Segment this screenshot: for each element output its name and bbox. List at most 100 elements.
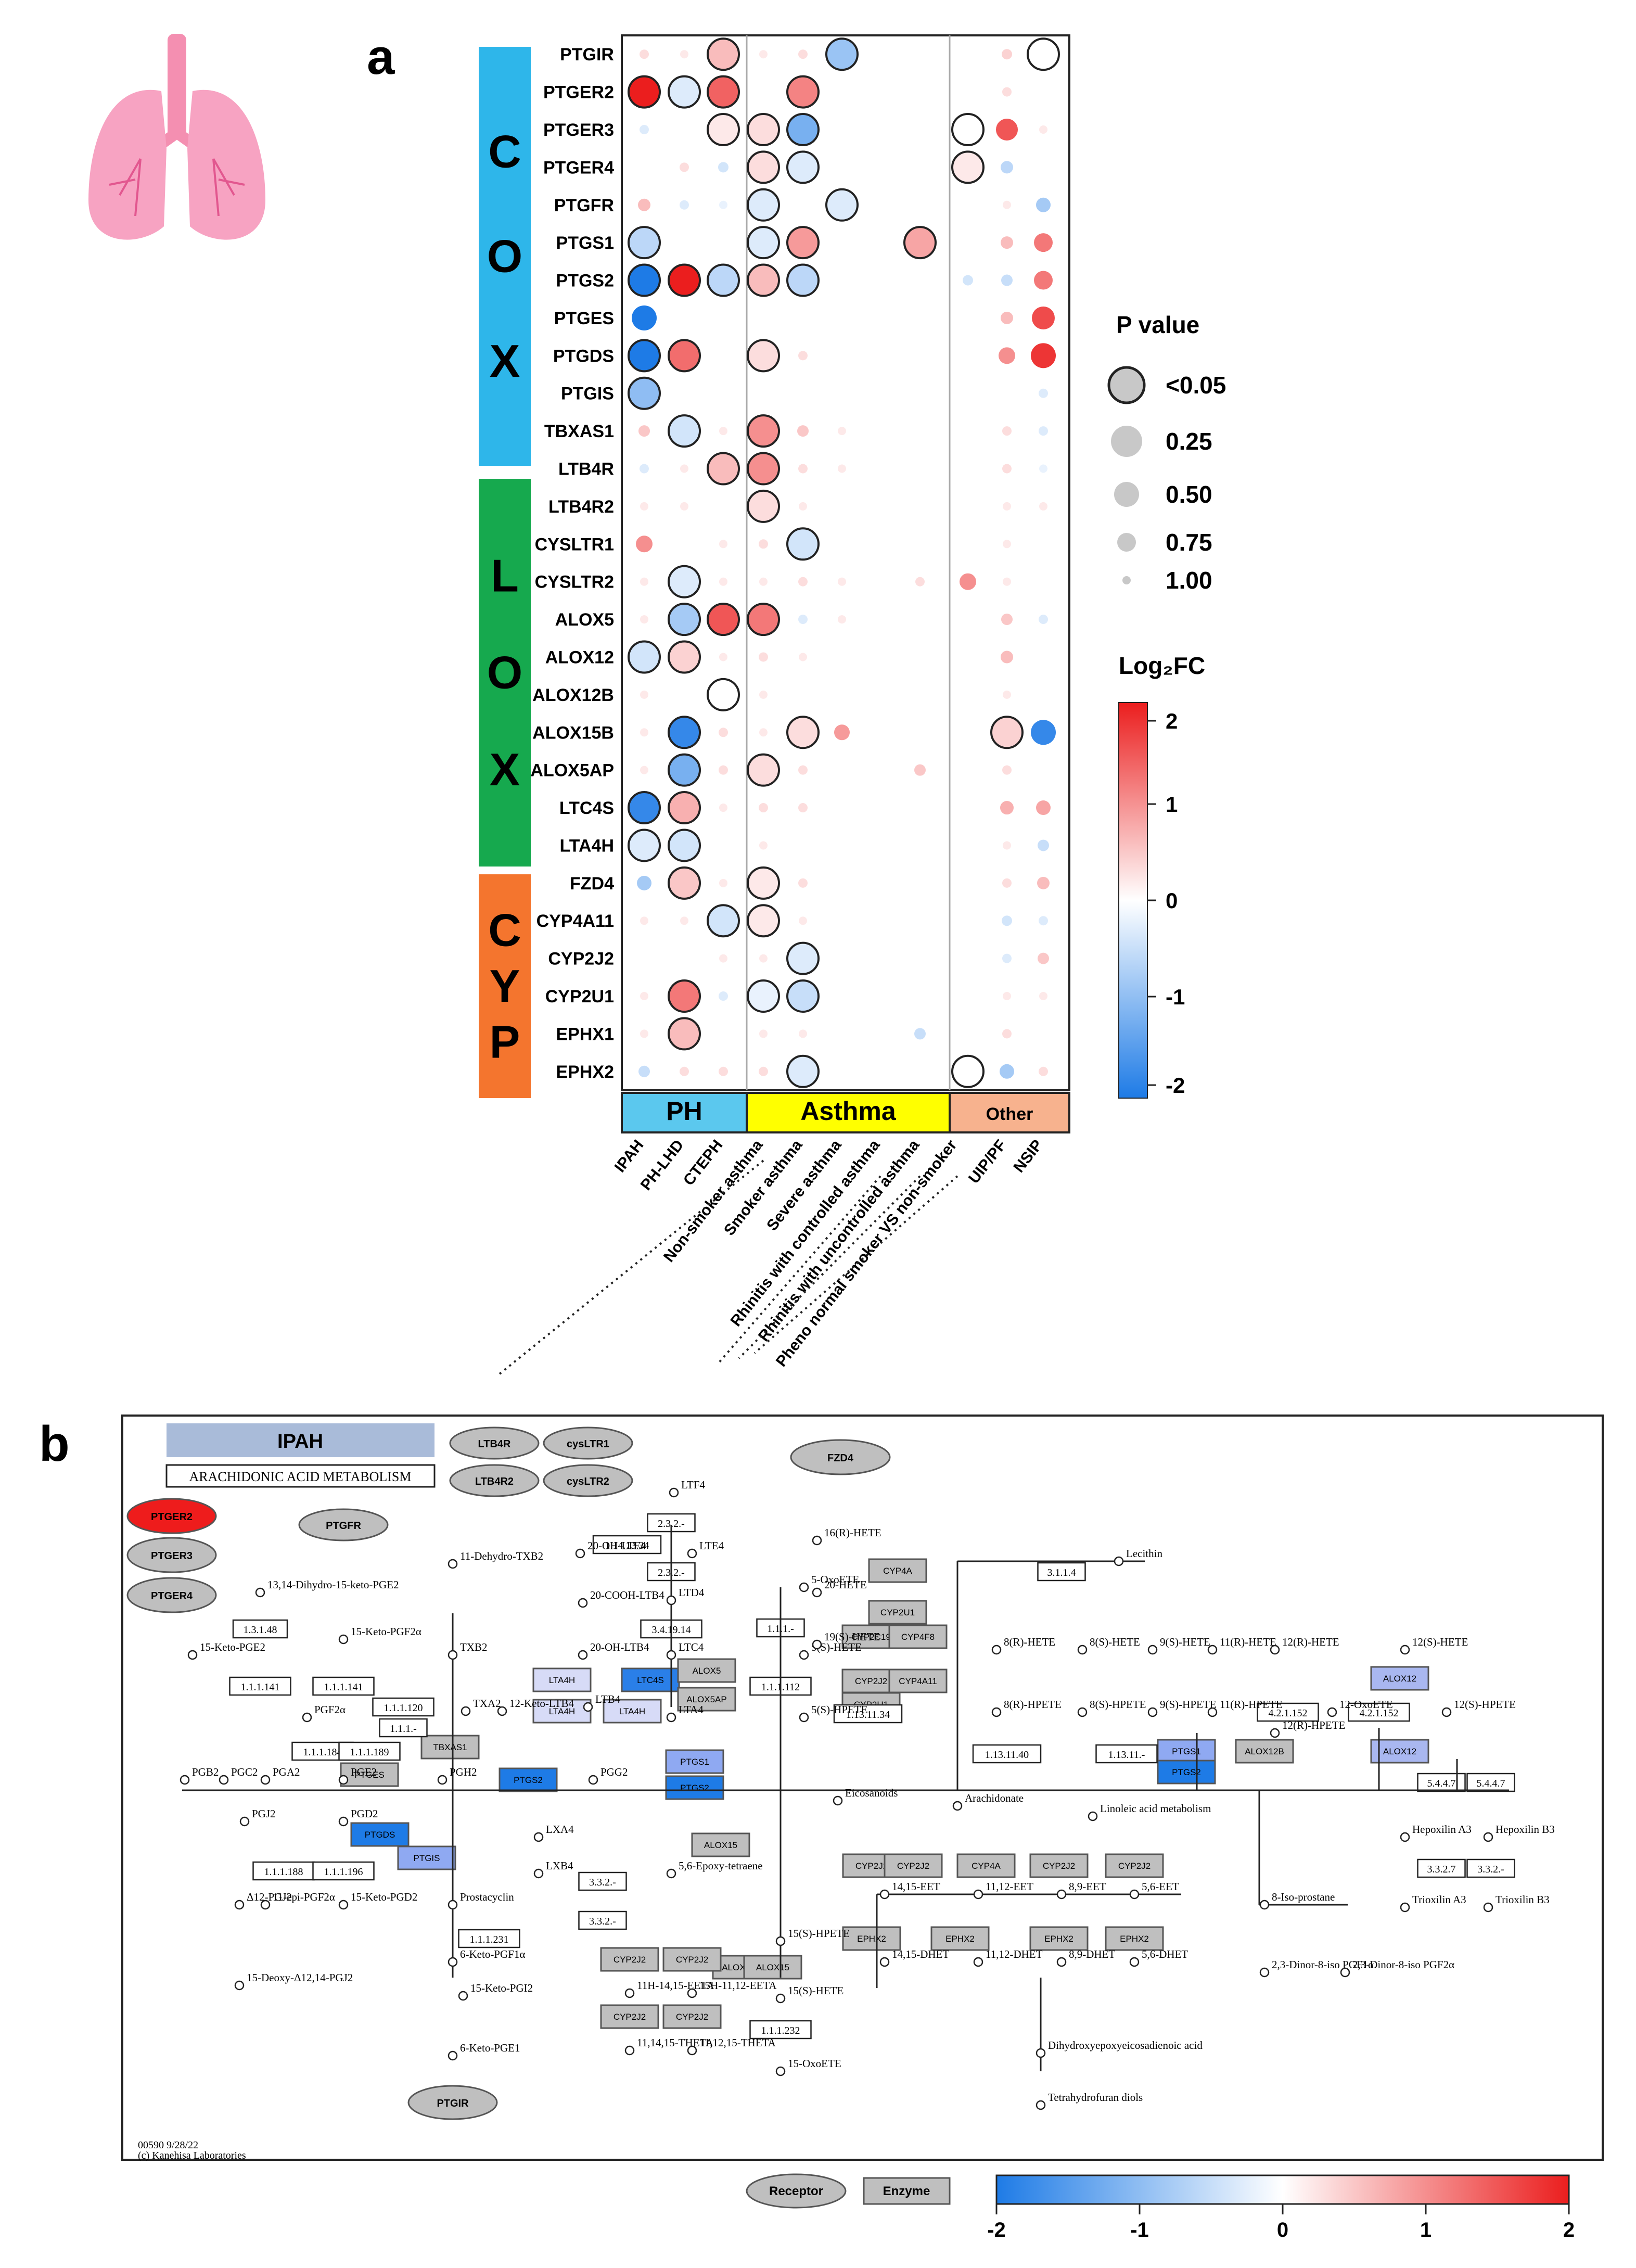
disease-group-box	[949, 1092, 1070, 1133]
ec-label: 3.3.2.7	[1427, 1864, 1456, 1875]
bubble	[877, 993, 884, 1000]
bubble	[965, 88, 971, 95]
compound-node	[624, 2045, 635, 2056]
enzyme-node	[1370, 1666, 1429, 1691]
ec-label: 4.2.1.152	[1269, 1708, 1308, 1719]
ec-box	[1095, 1744, 1158, 1764]
compound-label: Prostacyclin	[460, 1891, 514, 1903]
bubble	[965, 390, 971, 397]
bubble	[800, 691, 806, 698]
bubble	[628, 376, 661, 410]
compound-node	[952, 1801, 963, 1811]
bubble	[917, 126, 923, 133]
enzyme-node	[600, 2004, 659, 2029]
legend-tick-label: 0	[1277, 2219, 1288, 2241]
compound-node	[533, 1832, 544, 1842]
compound-label: Eicosanoids	[845, 1787, 898, 1799]
enzyme-label: CYP4A	[883, 1566, 912, 1576]
compound-label: 6-Keto-PGE1	[460, 2042, 520, 2054]
compound-label: 14,15-DHET	[892, 1948, 949, 1960]
bubble	[720, 1030, 726, 1037]
bubble	[1001, 236, 1013, 249]
bubble	[965, 918, 971, 924]
bubble	[759, 539, 768, 549]
bubble	[996, 118, 1018, 141]
compound-label: LTB4	[595, 1693, 621, 1705]
bubble	[839, 691, 845, 698]
ec-box	[1466, 1773, 1515, 1792]
enzyme-label: CYP2J2	[855, 1861, 888, 1871]
bubble	[1039, 388, 1048, 398]
bubble	[1040, 164, 1046, 171]
bubble	[965, 352, 971, 359]
compound-node	[578, 1598, 588, 1608]
bubble	[839, 955, 845, 962]
compound-label: 12(R)-HETE	[1282, 1636, 1339, 1648]
compound-node	[1056, 1889, 1067, 1900]
ec-box	[1348, 1702, 1410, 1722]
ec-label: 1.1.1.120	[384, 1702, 423, 1714]
compound-label: 8(R)-HETE	[1004, 1636, 1055, 1648]
compound-node	[687, 1988, 697, 1998]
ec-box	[338, 1741, 401, 1761]
enzyme-node	[884, 1853, 943, 1878]
compound-label: LXA4	[546, 1823, 574, 1836]
bubble	[759, 728, 768, 737]
bubble	[903, 226, 937, 260]
enzyme-label: CYP2U1	[880, 1608, 915, 1617]
disease-group-box	[746, 1092, 951, 1133]
compound-node	[448, 2050, 458, 2061]
compound-label: 5,6-DHET	[1142, 1948, 1188, 1960]
compound-label: 15-OxoETE	[788, 2057, 841, 2070]
compound-node	[1114, 1556, 1124, 1566]
ipah-label: IPAH	[277, 1431, 323, 1452]
compound-node	[991, 1707, 1002, 1717]
bubble	[1034, 233, 1053, 252]
receptor-node	[543, 1464, 633, 1497]
compound-node	[583, 1702, 593, 1712]
bubble	[1003, 200, 1011, 209]
bubble	[798, 765, 808, 775]
bubble	[640, 728, 648, 737]
gene-label: LTB4R	[558, 460, 614, 479]
compound-node	[1056, 1957, 1067, 1967]
compound-node	[624, 1988, 635, 1998]
compound-node	[973, 1889, 983, 1900]
bubble	[917, 164, 923, 171]
bubble	[759, 803, 768, 813]
bubble	[1039, 502, 1047, 511]
receptor-node	[126, 1577, 217, 1613]
compound-node	[260, 1900, 271, 1910]
bubble	[917, 465, 923, 472]
colorbar	[1118, 702, 1148, 1099]
bubble	[839, 239, 845, 246]
bubble	[668, 339, 701, 373]
receptor-label: PTGIR	[437, 2098, 469, 2109]
bubble	[719, 577, 727, 586]
enzyme-node	[499, 1767, 558, 1792]
bubble	[719, 427, 727, 436]
bubble	[668, 565, 701, 598]
gene-label: ALOX12	[545, 647, 614, 667]
enzyme-node	[350, 1822, 410, 1847]
bubble	[786, 150, 820, 184]
bubble	[640, 766, 648, 774]
bubble	[877, 805, 884, 811]
compound-node	[879, 1957, 890, 1967]
compound-label: 11,12,15-THETA	[699, 2036, 776, 2049]
ec-label: 5.4.4.7	[1427, 1778, 1456, 1789]
bubble	[640, 992, 648, 1001]
pvalue-legend-label: <0.05	[1166, 372, 1226, 399]
ec-label: 2.3.2.-	[658, 1518, 685, 1530]
bubble	[798, 878, 808, 888]
receptor-node	[407, 2085, 498, 2120]
bubble	[965, 805, 971, 811]
pathway-title-box	[165, 1464, 436, 1488]
bubble	[839, 352, 845, 359]
compound-label: 8-Iso-prostane	[1272, 1891, 1335, 1903]
bubble	[839, 767, 845, 773]
bubble	[839, 1030, 845, 1037]
gene-family-letter: O	[487, 647, 522, 698]
gene-family-letter: X	[490, 335, 520, 387]
bubble	[877, 88, 884, 95]
